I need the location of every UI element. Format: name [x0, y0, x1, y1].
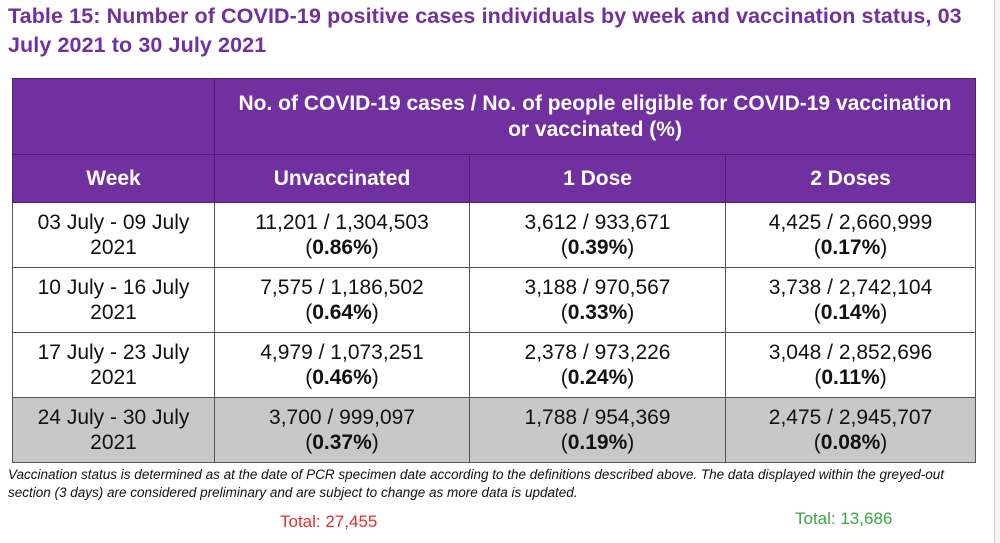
total-unvaccinated-annotation: Total: 27,455: [280, 512, 378, 531]
cases-over-population: 3,612 / 933,671: [524, 211, 671, 234]
week-year: 2021: [90, 366, 137, 389]
week-year: 2021: [90, 301, 137, 324]
percentage: 0.24%: [567, 366, 628, 389]
percentage: 0.37%: [312, 431, 372, 454]
percentage: 0.33%: [567, 301, 628, 324]
column-header-unvaccinated: Unvaccinated: [214, 154, 470, 203]
cases-over-population: 3,700 / 999,097: [269, 406, 415, 429]
percentage: 0.17%: [820, 236, 881, 259]
cases-over-population: 4,979 / 1,073,251: [260, 341, 424, 364]
table-row-preliminary: 24 July - 30 July 2021 3,700 / 999,097 (…: [12, 397, 977, 463]
unvaccinated-cell: 3,700 / 999,097 (0.37%): [214, 397, 470, 463]
week-range: 17 July - 23 July: [37, 341, 190, 364]
cases-over-population: 1,788 / 954,369: [524, 406, 671, 429]
week-range: 10 July - 16 July: [37, 276, 190, 299]
two-doses-cell: 3,738 / 2,742,104 (0.14%): [724, 267, 977, 333]
week-range: 03 July - 09 July: [37, 211, 190, 234]
column-header-2-doses: 2 Doses: [724, 154, 977, 203]
one-dose-cell: 1,788 / 954,369 (0.19%): [469, 397, 726, 463]
cases-over-population: 11,201 / 1,304,503: [255, 211, 429, 234]
cases-over-population: 3,738 / 2,742,104: [768, 276, 933, 299]
cases-over-population: 2,475 / 2,945,707: [768, 406, 933, 429]
two-doses-cell: 4,425 / 2,660,999 (0.17%): [724, 202, 977, 268]
unvaccinated-cell: 11,201 / 1,304,503 (0.86%): [214, 202, 470, 268]
header-blank-cell: [12, 78, 215, 155]
cases-over-population: 2,378 / 973,226: [524, 341, 671, 364]
unvaccinated-cell: 7,575 / 1,186,502 (0.64%): [214, 267, 470, 333]
two-doses-cell: 2,475 / 2,945,707 (0.08%): [724, 397, 977, 463]
week-cell: 17 July - 23 July 2021: [12, 332, 215, 398]
table-title: Table 15: Number of COVID-19 positive ca…: [8, 4, 962, 57]
table-row: 03 July - 09 July 2021 11,201 / 1,304,50…: [12, 202, 977, 268]
covid-cases-table: No. of COVID-19 cases / No. of people el…: [12, 78, 977, 463]
window-edge: [994, 0, 1000, 543]
week-year: 2021: [90, 236, 137, 259]
footnote: Vaccination status is determined as at t…: [8, 467, 945, 500]
percentage: 0.86%: [312, 236, 372, 259]
week-cell: 24 July - 30 July 2021: [12, 397, 215, 463]
group-header: No. of COVID-19 cases / No. of people el…: [213, 78, 977, 155]
one-dose-cell: 3,188 / 970,567 (0.33%): [469, 267, 726, 333]
percentage: 0.08%: [820, 431, 881, 454]
percentage: 0.11%: [821, 366, 880, 389]
week-cell: 03 July - 09 July 2021: [12, 202, 215, 268]
column-header-week: Week: [12, 154, 215, 203]
percentage: 0.39%: [567, 236, 628, 259]
cases-over-population: 3,188 / 970,567: [524, 276, 671, 299]
table-row: 17 July - 23 July 2021 4,979 / 1,073,251…: [12, 332, 977, 398]
percentage: 0.14%: [820, 301, 881, 324]
one-dose-cell: 3,612 / 933,671 (0.39%): [469, 202, 726, 268]
table-row: 10 July - 16 July 2021 7,575 / 1,186,502…: [12, 267, 977, 333]
percentage: 0.19%: [567, 431, 628, 454]
week-year: 2021: [90, 431, 137, 454]
week-range: 24 July - 30 July: [37, 406, 190, 429]
two-doses-cell: 3,048 / 2,852,696 (0.11%): [724, 332, 977, 398]
percentage: 0.64%: [312, 301, 372, 324]
week-cell: 10 July - 16 July 2021: [12, 267, 215, 333]
percentage: 0.46%: [312, 366, 372, 389]
cases-over-population: 3,048 / 2,852,696: [768, 341, 933, 364]
cases-over-population: 7,575 / 1,186,502: [260, 276, 424, 299]
total-two-doses-annotation: Total: 13,686: [795, 509, 893, 528]
one-dose-cell: 2,378 / 973,226 (0.24%): [469, 332, 726, 398]
header-row-columns: Week Unvaccinated 1 Dose 2 Doses: [12, 154, 977, 203]
unvaccinated-cell: 4,979 / 1,073,251 (0.46%): [214, 332, 470, 398]
cases-over-population: 4,425 / 2,660,999: [768, 211, 933, 234]
header-row-group: No. of COVID-19 cases / No. of people el…: [12, 78, 977, 155]
column-header-1-dose: 1 Dose: [469, 154, 726, 203]
